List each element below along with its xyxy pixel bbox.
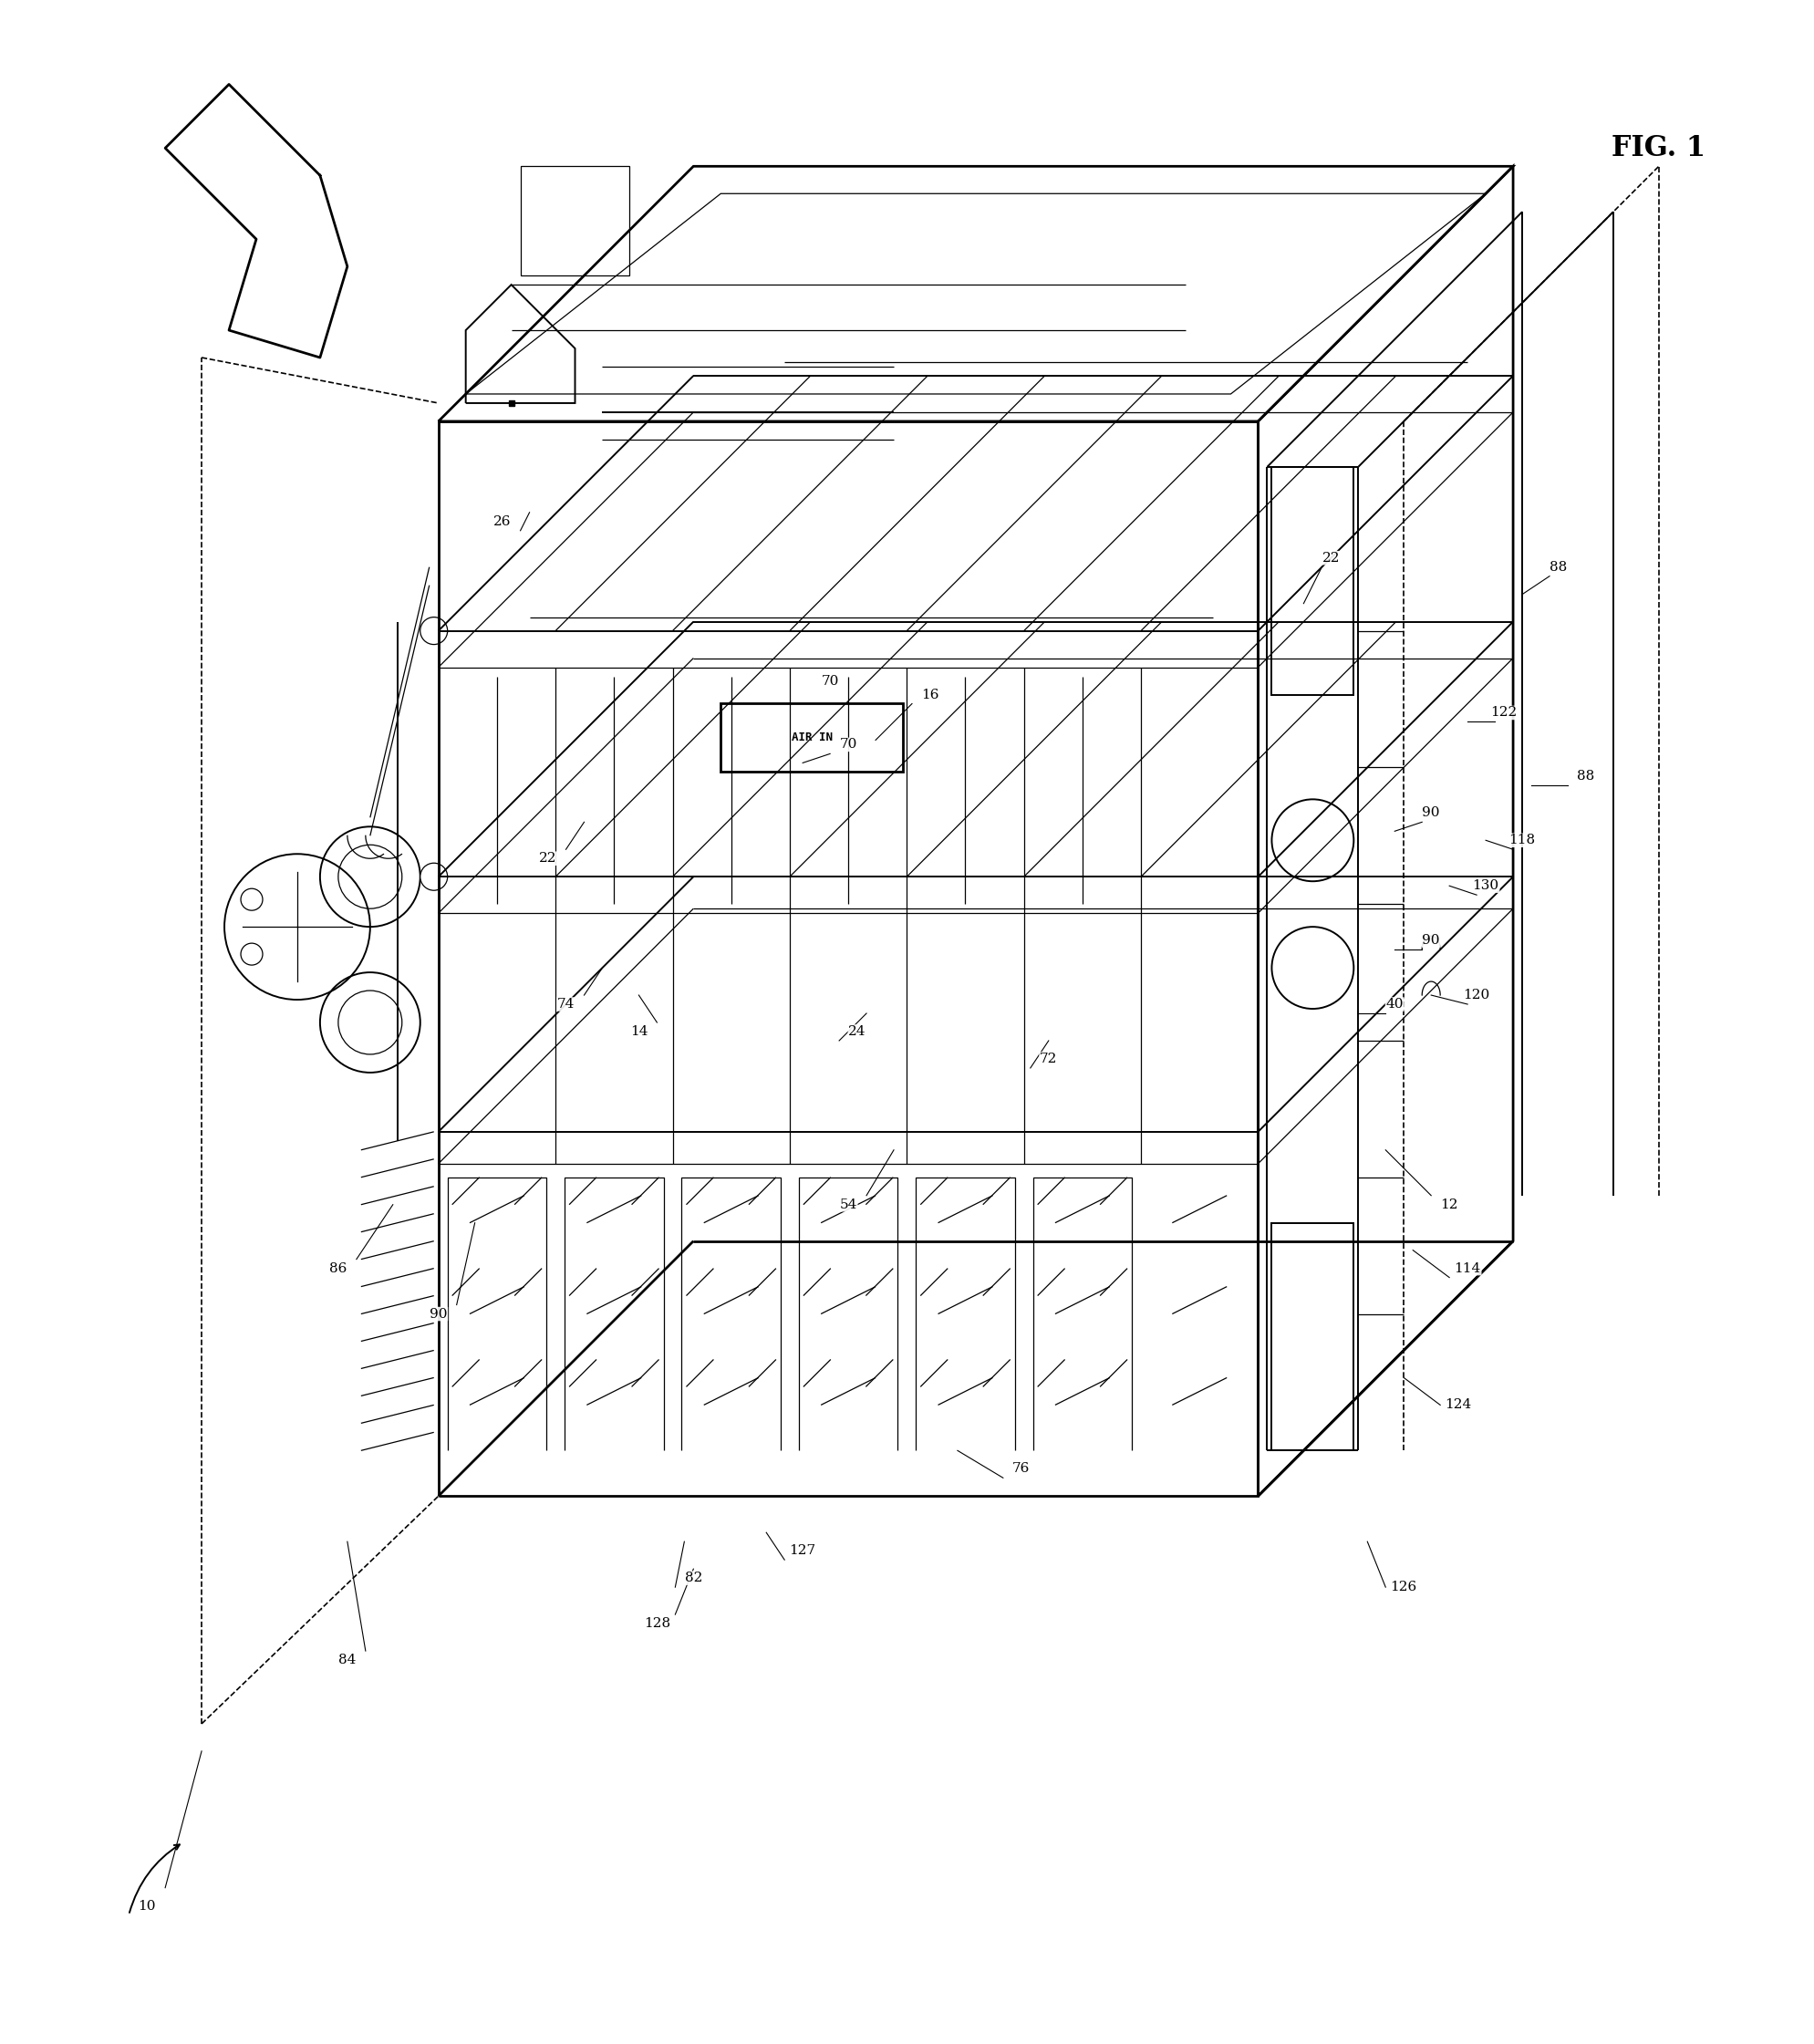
Text: 127: 127 (789, 1545, 816, 1558)
Text: 130: 130 (1473, 879, 1498, 893)
Bar (1272, 1222, 1353, 1451)
Text: 118: 118 (1509, 834, 1535, 846)
Text: 128: 128 (644, 1617, 671, 1629)
Text: 122: 122 (1491, 707, 1517, 719)
Circle shape (241, 889, 263, 910)
Text: 22: 22 (1322, 552, 1341, 564)
Text: 84: 84 (339, 1654, 356, 1666)
Circle shape (421, 863, 448, 891)
Bar (521, 166, 629, 276)
Text: 90: 90 (1422, 807, 1440, 820)
Text: 126: 126 (1391, 1580, 1417, 1594)
Text: 90: 90 (430, 1308, 448, 1320)
Text: AIR IN: AIR IN (791, 732, 833, 744)
Text: 22: 22 (539, 852, 557, 865)
Text: 88: 88 (1576, 771, 1595, 783)
Circle shape (241, 942, 263, 965)
Text: FIG. 1: FIG. 1 (1613, 135, 1705, 161)
Text: 88: 88 (1549, 560, 1567, 574)
Text: 10: 10 (138, 1899, 156, 1913)
Text: 16: 16 (922, 689, 940, 701)
Text: 120: 120 (1464, 989, 1489, 1002)
Circle shape (421, 617, 448, 644)
Text: 124: 124 (1446, 1398, 1471, 1412)
Bar (1272, 466, 1353, 695)
Text: 12: 12 (1440, 1198, 1458, 1210)
Text: 24: 24 (849, 1026, 867, 1038)
Text: 14: 14 (629, 1026, 648, 1038)
Text: 40: 40 (1386, 997, 1404, 1010)
Text: 54: 54 (840, 1198, 856, 1210)
FancyBboxPatch shape (720, 703, 903, 773)
Text: 70: 70 (822, 675, 838, 687)
Text: 72: 72 (1039, 1053, 1058, 1065)
Text: 90: 90 (1422, 934, 1440, 946)
Text: 74: 74 (557, 997, 575, 1010)
Text: 86: 86 (330, 1261, 346, 1275)
Text: 82: 82 (684, 1572, 702, 1584)
Text: 70: 70 (840, 738, 856, 750)
Text: 76: 76 (1012, 1461, 1030, 1476)
Text: 114: 114 (1455, 1261, 1480, 1275)
Text: 26: 26 (493, 515, 512, 527)
